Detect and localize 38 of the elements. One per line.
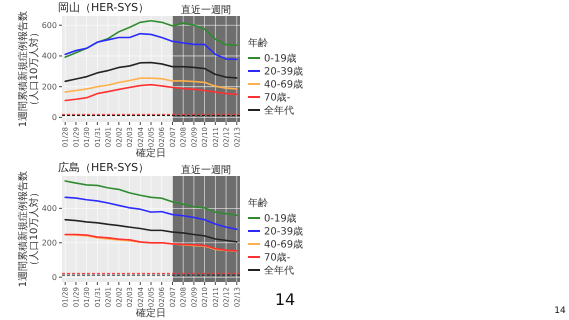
legend-label: 0-19歳	[264, 52, 297, 64]
line-series	[64, 218, 238, 243]
legend-label: 70歳-	[264, 252, 291, 264]
line-series	[64, 20, 238, 58]
line-series	[64, 180, 238, 216]
x-axis-title: 確定日	[135, 307, 166, 319]
y-tick-label: 400	[42, 52, 57, 61]
y-tick-label: 400	[42, 204, 57, 214]
y-axis-title: 1週間累積新規症例報告数（人口10万人対）	[17, 10, 40, 128]
y-tick-label: 0	[52, 113, 57, 122]
legend-label: 20-39歳	[264, 226, 304, 238]
chart-title: 広島（HER-SYS）	[58, 161, 150, 174]
text: 14	[274, 290, 296, 309]
line-series	[64, 62, 238, 82]
line-series	[64, 77, 238, 93]
x-axis-title: 確定日	[135, 147, 166, 159]
legend-title: 年齢	[248, 197, 268, 209]
legend-title: 年齢	[248, 37, 268, 49]
band-label: 直近一週間	[181, 4, 232, 16]
legend-label: 0-19歳	[264, 212, 297, 224]
legend-label: 全年代	[264, 104, 294, 116]
legend-label: 20-39歳	[264, 66, 304, 78]
y-tick-label: 200	[42, 82, 57, 92]
y-axis-title: 1週間累積新規症例報告数（人口10万人対）	[17, 170, 40, 288]
line-series	[64, 32, 238, 60]
band-label: 直近一週間	[181, 164, 232, 176]
chart-title: 岡山（HER-SYS）	[58, 1, 150, 14]
y-tick-label: 0	[52, 272, 57, 282]
line-series	[64, 234, 238, 252]
line-series	[64, 84, 238, 102]
y-tick-label: 600	[42, 21, 57, 30]
legend-label: 全年代	[264, 264, 294, 276]
y-tick-label: 200	[42, 238, 57, 248]
legend-label: 70歳-	[264, 92, 291, 104]
legend-label: 40-69歳	[264, 78, 304, 90]
text: 14	[554, 306, 566, 316]
line-series	[64, 196, 238, 230]
legend-label: 40-69歳	[264, 238, 304, 250]
